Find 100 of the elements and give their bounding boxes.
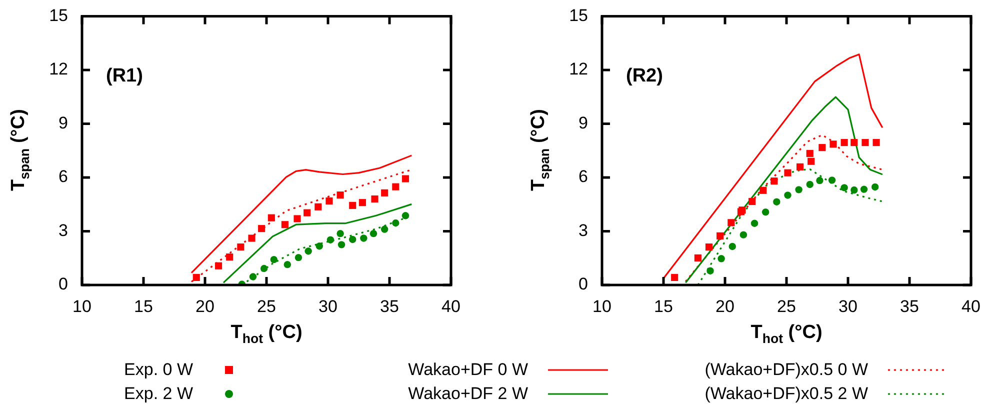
x-tick-label: 15: [134, 296, 153, 316]
point: [338, 241, 346, 248]
x-tick-label: 30: [318, 296, 338, 316]
point: [862, 139, 869, 146]
y-tick-label: 12: [569, 60, 588, 79]
point: [314, 203, 322, 210]
point: [818, 144, 826, 152]
x-tick-label: 10: [592, 296, 612, 316]
y-tick-label: 0: [58, 274, 68, 294]
point: [808, 158, 815, 165]
point: [871, 183, 879, 191]
point: [304, 209, 311, 216]
x-axis-title: T$_{hot}$ (°C): [230, 322, 302, 346]
point: [192, 274, 200, 282]
point: [249, 273, 257, 280]
point: [840, 139, 848, 146]
point: [370, 230, 378, 238]
y-tick-label: 3: [58, 220, 68, 240]
legend-label: Wakao+DF 0 W: [408, 360, 528, 380]
x-tick-label: 35: [900, 296, 919, 316]
point: [268, 214, 275, 222]
point: [336, 230, 344, 238]
x-tick-label: 40: [442, 296, 460, 316]
point: [784, 192, 792, 199]
point: [795, 186, 802, 194]
x-tick-label: 40: [962, 296, 980, 316]
point: [816, 176, 824, 184]
y-tick-label: 9: [58, 113, 68, 132]
point: [750, 220, 758, 227]
point: [381, 189, 388, 196]
point: [718, 255, 725, 262]
y-tick-label: 15: [569, 6, 588, 25]
point: [226, 254, 234, 261]
line-series: [190, 168, 412, 283]
x-tick-label: 10: [72, 296, 92, 316]
point: [740, 231, 748, 238]
y-tick-label: 12: [49, 60, 68, 79]
line-series: [684, 134, 884, 282]
x-tick-label: 35: [380, 296, 399, 316]
point: [872, 139, 880, 146]
point: [402, 175, 410, 182]
point: [294, 215, 301, 222]
point: [796, 163, 804, 170]
y-tick-label: 6: [578, 167, 588, 186]
y-tick-label: 15: [49, 6, 68, 25]
x-tick-label: 20: [196, 296, 214, 316]
point: [392, 219, 400, 227]
point: [258, 225, 266, 232]
point: [304, 248, 312, 255]
point: [762, 208, 770, 216]
point: [284, 260, 292, 268]
point: [371, 195, 378, 203]
point: [806, 180, 814, 188]
point: [806, 150, 814, 158]
point: [248, 234, 256, 242]
point: [326, 236, 334, 244]
point: [360, 234, 368, 242]
point: [850, 139, 858, 146]
point: [281, 221, 288, 228]
point: [728, 242, 736, 250]
point: [706, 267, 714, 274]
point: [270, 256, 278, 264]
point: [294, 254, 302, 262]
point: [402, 212, 410, 220]
point: [784, 169, 792, 176]
point: [358, 199, 366, 206]
x-axis-title: T$_{hot}$ (°C): [750, 322, 822, 346]
point: [840, 184, 848, 192]
point: [748, 198, 756, 206]
annotation: (R1): [106, 65, 143, 86]
point: [349, 236, 356, 244]
point: [316, 242, 323, 250]
legend-label: (Wakao+DF)x0.5 0 W: [704, 360, 868, 380]
point: [326, 197, 333, 204]
point: [716, 232, 724, 240]
point: [728, 219, 735, 226]
point: [828, 176, 836, 184]
point: [392, 183, 400, 190]
legend-label: Wakao+DF 2 W: [408, 384, 528, 404]
point: [860, 186, 868, 193]
point: [850, 186, 858, 194]
point: [694, 254, 702, 262]
point: [237, 243, 244, 251]
x-tick-label: 15: [654, 296, 673, 316]
legend-label: (Wakao+DF)x0.5 2 W: [704, 384, 868, 404]
legend-label: Exp. 0 W: [124, 360, 193, 380]
point: [214, 262, 222, 270]
legend-label: Exp. 2 W: [124, 384, 193, 404]
x-tick-label: 30: [838, 296, 858, 316]
x-tick-label: 25: [257, 296, 276, 316]
point: [260, 264, 268, 272]
y-tick-label: 9: [578, 113, 588, 132]
point: [705, 243, 713, 251]
point: [830, 140, 837, 148]
point: [671, 274, 678, 282]
point: [380, 226, 388, 233]
point: [336, 192, 344, 199]
point: [349, 202, 356, 209]
x-tick-label: 20: [716, 296, 734, 316]
point: [770, 178, 778, 185]
